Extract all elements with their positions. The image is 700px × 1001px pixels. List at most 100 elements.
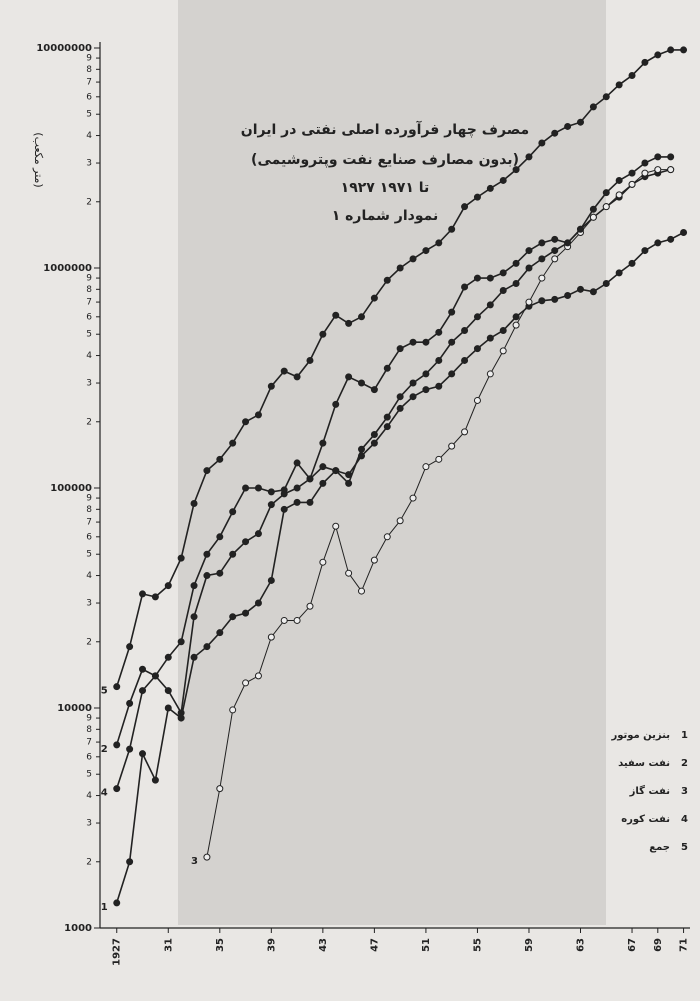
data-point [254, 484, 262, 492]
data-point [319, 439, 327, 447]
data-point [577, 118, 585, 126]
series-start-label: 4 [101, 788, 108, 799]
data-point [177, 554, 185, 562]
data-point [628, 169, 636, 177]
data-point [332, 311, 340, 319]
data-point [113, 683, 121, 691]
data-point [280, 505, 288, 513]
data-point [448, 370, 456, 378]
data-point [203, 550, 211, 558]
data-point [461, 428, 469, 436]
data-point [126, 643, 134, 651]
data-point [396, 517, 404, 525]
y-tick-label: 6 [86, 312, 92, 322]
x-tick-label: 1927 [112, 938, 123, 966]
data-point [654, 51, 662, 59]
data-point [396, 264, 404, 272]
data-point [577, 225, 585, 233]
y-tick-label: 4 [86, 131, 92, 141]
data-point [358, 379, 366, 387]
y-tick-label: 7 [86, 738, 92, 748]
data-point [499, 176, 507, 184]
data-point [680, 46, 688, 54]
data-point [293, 459, 301, 467]
data-point [641, 169, 649, 177]
data-point [203, 572, 211, 580]
data-point [383, 364, 391, 372]
data-point [525, 264, 533, 272]
series-start-label: 2 [101, 744, 108, 755]
data-point [293, 616, 301, 624]
data-point [667, 46, 675, 54]
data-point [177, 638, 185, 646]
y-tick-label: 100000 [50, 483, 92, 494]
y-tick-label: 5 [86, 110, 92, 120]
data-point [126, 858, 134, 866]
data-point [499, 326, 507, 334]
data-point [242, 538, 250, 546]
data-point [267, 576, 275, 584]
data-point [589, 213, 597, 221]
data-point [267, 488, 275, 496]
y-tick-label: 5 [86, 330, 92, 340]
data-point [190, 653, 198, 661]
data-point [551, 247, 559, 255]
legend-label: نفت کوره [621, 814, 670, 825]
data-point [486, 370, 494, 378]
data-point [113, 741, 121, 749]
data-point [409, 255, 417, 263]
data-point [602, 280, 610, 288]
legend-number: 4 [681, 814, 688, 825]
data-point [229, 613, 237, 621]
y-tick-label: 10000000 [36, 43, 92, 54]
data-point [216, 785, 224, 793]
x-tick-label: 43 [318, 938, 329, 952]
data-point [332, 467, 340, 475]
data-point [628, 180, 636, 188]
data-point [370, 294, 378, 302]
data-point [254, 599, 262, 607]
legend-label: بنزین موتور [610, 730, 670, 741]
y-tick-label: 3 [86, 819, 92, 829]
data-point [319, 330, 327, 338]
data-point [126, 699, 134, 707]
data-point [345, 373, 353, 381]
data-point [448, 225, 456, 233]
legend-number: 1 [681, 730, 688, 741]
data-point [422, 370, 430, 378]
data-point [409, 494, 417, 502]
y-tick-label: 6 [86, 532, 92, 542]
data-point [383, 276, 391, 284]
data-point [422, 386, 430, 394]
data-point [370, 431, 378, 439]
data-point [473, 345, 481, 353]
data-point [654, 153, 662, 161]
y-tick-label: 7 [86, 518, 92, 528]
chart-period: ۱۹۲۷ تا ۱۹۷۱ [341, 180, 430, 196]
data-point [242, 679, 250, 687]
data-point [486, 334, 494, 342]
data-point [242, 609, 250, 617]
data-point [602, 93, 610, 101]
data-point [473, 313, 481, 321]
y-tick-label: 4 [86, 351, 92, 361]
data-point [319, 463, 327, 471]
data-point [654, 166, 662, 174]
data-point [461, 203, 469, 211]
y-tick-label: 3 [86, 159, 92, 169]
data-point [667, 166, 675, 174]
data-point [113, 899, 121, 907]
data-point [113, 785, 121, 793]
data-point [358, 445, 366, 453]
y-tick-label: 4 [86, 791, 92, 801]
y-tick-label: 6 [86, 752, 92, 762]
data-point [383, 533, 391, 541]
series-start-label: 3 [191, 856, 198, 867]
legend-number: 2 [681, 758, 688, 769]
data-point [680, 228, 688, 236]
y-tick-label: 9 [86, 54, 92, 64]
data-point [654, 239, 662, 247]
data-point [538, 297, 546, 305]
y-tick-label: 2 [86, 417, 92, 427]
